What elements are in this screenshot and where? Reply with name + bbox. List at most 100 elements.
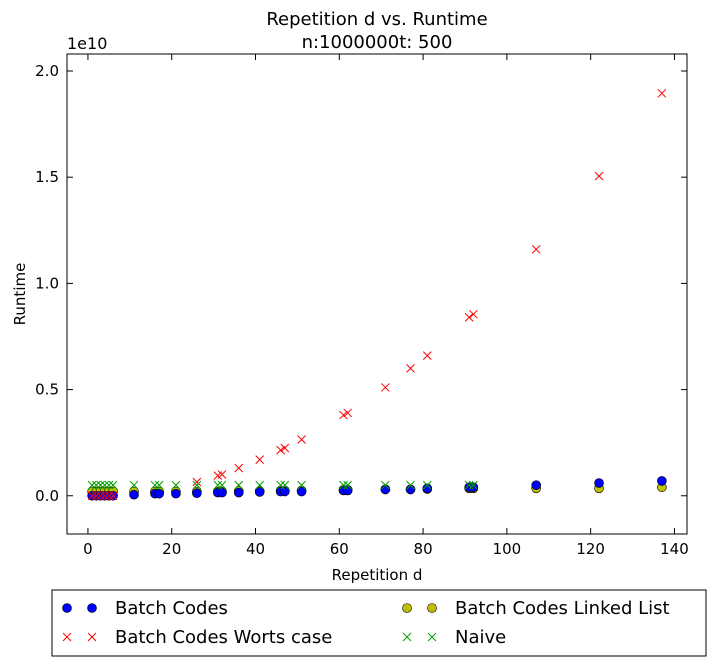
data-point <box>297 435 306 444</box>
data-point <box>464 480 474 490</box>
data-point <box>468 482 479 493</box>
x-tick-label: 120 <box>576 540 605 558</box>
data-point <box>192 488 202 499</box>
legend-marker <box>402 603 412 613</box>
data-point <box>531 480 541 490</box>
plot-frame <box>66 53 688 535</box>
y-offset-label: 1e10 <box>67 34 107 53</box>
legend-label: Batch Codes Worts case <box>115 627 332 648</box>
data-point <box>217 487 227 498</box>
legend-marker <box>87 603 97 613</box>
y-tick-label: 0.0 <box>35 487 59 505</box>
data-point <box>254 487 265 497</box>
data-point <box>255 455 265 465</box>
data-point <box>129 489 139 500</box>
legend-marker <box>427 632 437 642</box>
legend-entry: Batch Codes Linked List <box>402 598 670 619</box>
data-point <box>91 480 101 490</box>
legend-label: Naive <box>455 627 506 648</box>
y-axis-label: Runtime <box>11 263 29 326</box>
data-point <box>405 484 416 495</box>
data-point <box>108 491 118 501</box>
data-point <box>657 476 667 486</box>
data-point <box>96 480 105 490</box>
data-point <box>233 487 244 498</box>
data-point <box>280 443 290 453</box>
legend-marker <box>427 603 437 613</box>
data-point <box>171 488 181 499</box>
data-point <box>100 491 110 501</box>
data-point <box>380 484 391 495</box>
data-point <box>213 480 223 490</box>
legend-entry: Batch Codes <box>62 598 228 619</box>
data-point <box>339 480 348 490</box>
data-point <box>100 480 110 490</box>
x-tick-label: 100 <box>493 540 522 558</box>
data-point <box>296 486 307 497</box>
data-point <box>234 480 244 490</box>
y-tick-label: 2.0 <box>35 62 59 80</box>
data-point <box>192 477 202 487</box>
chart-title: Repetition d vs. Runtime <box>266 9 487 30</box>
data-point <box>531 245 541 254</box>
data-point <box>171 480 181 490</box>
data-point <box>280 480 290 490</box>
data-point <box>234 463 244 473</box>
data-point <box>343 480 353 490</box>
data-point <box>192 480 202 490</box>
data-point <box>150 480 160 490</box>
data-point <box>217 470 227 479</box>
data-point <box>342 485 353 496</box>
x-tick-label: 0 <box>83 540 93 558</box>
data-point <box>104 480 114 490</box>
data-point <box>154 488 164 499</box>
x-tick-label: 140 <box>660 540 689 558</box>
data-point <box>87 480 97 490</box>
legend-label: Batch Codes <box>115 598 228 619</box>
data-point <box>468 480 478 490</box>
data-point <box>217 480 227 490</box>
data-point <box>468 309 478 319</box>
data-point <box>96 491 105 501</box>
data-point <box>422 351 432 360</box>
data-point <box>276 445 286 455</box>
data-point <box>129 480 139 490</box>
x-tick-label: 20 <box>162 540 181 558</box>
data-point <box>343 408 353 418</box>
legend: Batch Codes Batch Codes Linked List Batch … <box>51 589 707 657</box>
data-point <box>381 383 390 392</box>
x-axis-label: Repetition d <box>332 566 423 584</box>
data-point <box>154 480 164 490</box>
x-axis-ticks: 0 20 40 60 80 100 120 140 <box>83 54 689 558</box>
legend-entry: Batch Codes Worts case <box>62 627 332 648</box>
data-point <box>464 313 474 322</box>
y-axis-ticks: 0.0 0.5 1.0 1.5 2.0 <box>35 62 687 505</box>
data-point <box>87 491 97 501</box>
data-point <box>108 480 118 490</box>
data-point <box>406 480 415 490</box>
legend-marker <box>62 603 72 613</box>
data-point <box>104 491 114 501</box>
chart-subtitle: n:1000000t: 500 <box>302 32 453 53</box>
data-point <box>255 480 265 490</box>
data-point <box>657 88 667 98</box>
x-tick-label: 60 <box>330 540 349 558</box>
data-point <box>381 480 390 490</box>
y-tick-label: 1.5 <box>35 168 59 186</box>
data-point <box>280 486 290 497</box>
data-point <box>594 478 604 488</box>
data-point <box>406 363 415 373</box>
y-tick-label: 1.0 <box>35 274 59 292</box>
data-point <box>594 171 604 181</box>
x-tick-label: 80 <box>414 540 433 558</box>
data-layer <box>87 88 667 501</box>
legend-marker <box>62 632 72 642</box>
legend-box <box>51 589 707 657</box>
data-point <box>297 480 306 490</box>
data-point <box>422 483 433 494</box>
data-point <box>339 410 348 420</box>
legend-marker <box>87 632 97 642</box>
legend-entry: Naive <box>402 627 506 648</box>
legend-label: Batch Codes Linked List <box>455 598 670 619</box>
